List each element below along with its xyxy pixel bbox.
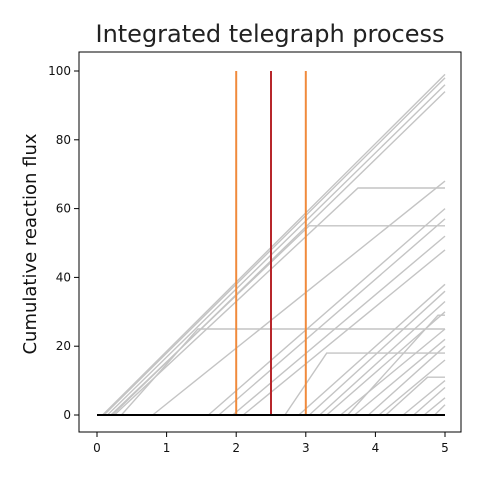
trajectory-line-11 — [232, 235, 446, 416]
trajectory-line-19 — [354, 338, 446, 416]
x-tick-label-5: 5 — [441, 441, 449, 455]
trajectory-line-8 — [152, 180, 446, 416]
y-tick-label-80: 80 — [56, 133, 71, 147]
trajectory-line-17 — [340, 328, 446, 416]
x-tick-label-3: 3 — [302, 441, 310, 455]
series-group — [97, 71, 446, 416]
trajectory-line-7 — [120, 328, 445, 416]
trajectory-line-2 — [103, 77, 446, 416]
trajectory-line-23 — [385, 376, 445, 416]
trajectory-line-12 — [242, 249, 446, 416]
trajectory-line-9 — [207, 208, 446, 416]
x-tick-label-4: 4 — [372, 441, 380, 455]
trajectory-line-21 — [367, 345, 446, 416]
plot-area: 0 1 2 3 4 5 0 20 40 60 80 100 — [48, 51, 462, 455]
trajectory-line-3 — [106, 84, 446, 416]
trajectory-line-27 — [434, 404, 446, 416]
trajectory-line-13 — [298, 283, 446, 416]
trajectory-line-10 — [218, 218, 446, 416]
y-tick-label-100: 100 — [48, 64, 71, 78]
trajectory-line-20 — [284, 352, 445, 416]
trajectory-line-22 — [378, 359, 446, 416]
trajectory-line-15 — [319, 300, 446, 416]
trajectory-line-25 — [413, 386, 446, 416]
trajectory-line-5 — [113, 187, 445, 416]
x-tick-label-0: 0 — [93, 441, 101, 455]
x-tick-label-2: 2 — [232, 441, 240, 455]
trajectory-line-1 — [102, 73, 446, 416]
trajectory-line-24 — [402, 380, 446, 416]
trajectory-line-18 — [347, 314, 445, 416]
y-axis-label: Cumulative reaction flux — [20, 133, 41, 354]
y-tick-label-60: 60 — [56, 202, 71, 216]
x-tick-label-1: 1 — [163, 441, 171, 455]
axes-frame — [78, 51, 462, 433]
chart-title: Integrated telegraph process — [95, 20, 444, 48]
y-tick-label-40: 40 — [56, 270, 71, 284]
y-tick-label-0: 0 — [63, 408, 71, 422]
trajectory-line-26 — [423, 397, 446, 416]
y-tick-label-20: 20 — [56, 339, 71, 353]
